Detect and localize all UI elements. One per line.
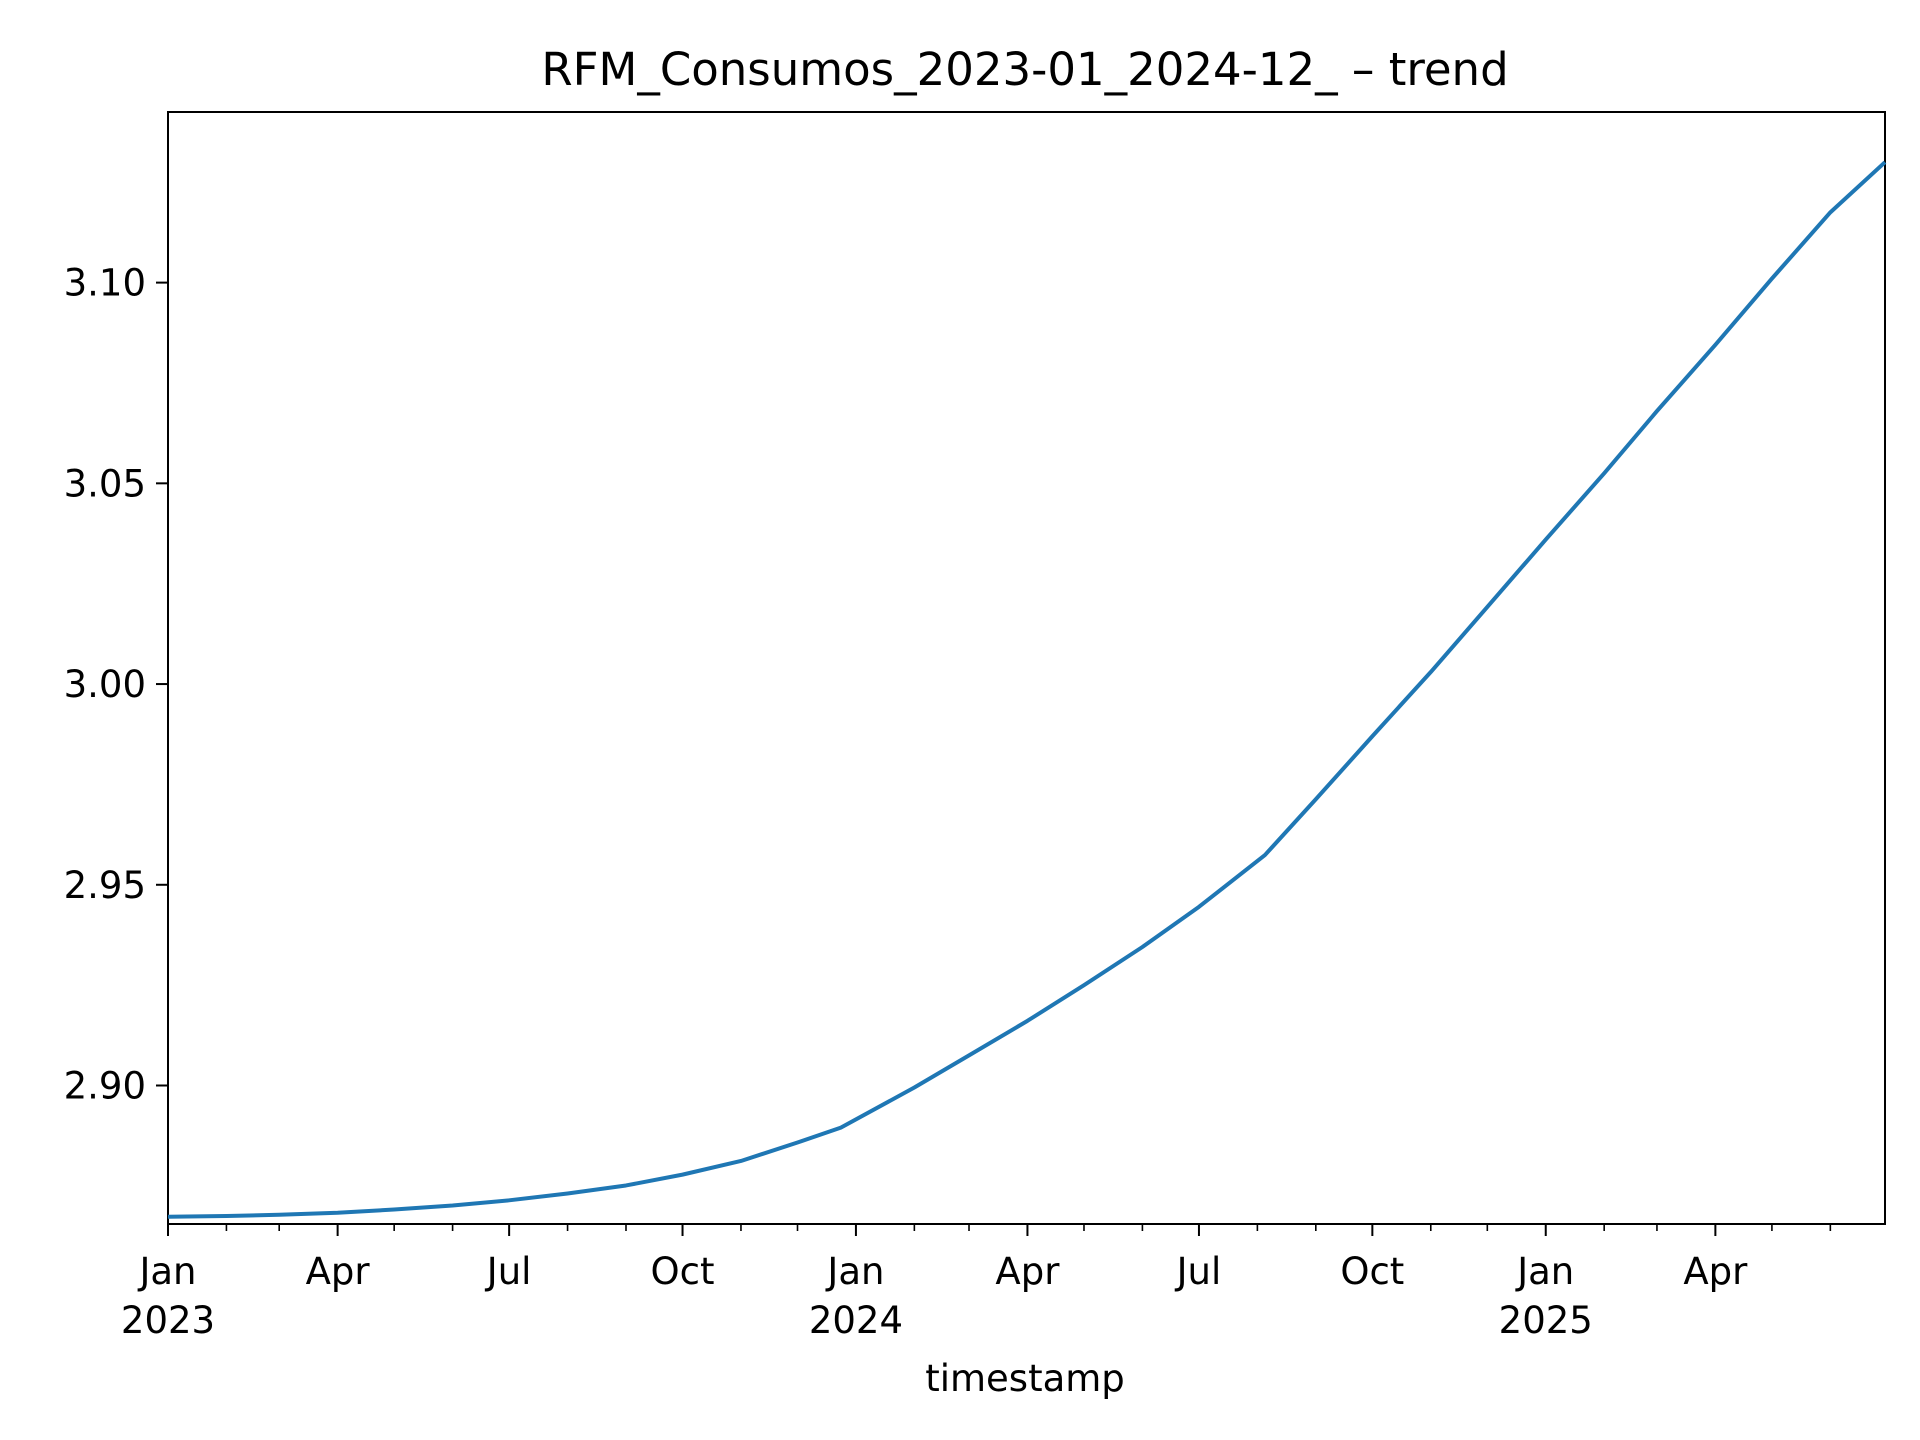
y-tick-label-0: 2.90: [64, 1065, 146, 1108]
x-axis: Jan 2023 Apr Jul Oct Jan 2024 Apr Jul Oct Jan 2025 A…: [121, 1224, 1832, 1342]
x-tick-label-6: Jul: [1175, 1250, 1222, 1293]
series-layer: [167, 160, 1887, 1219]
y-tick-label-2: 3.00: [64, 663, 146, 706]
x-tick-year-label-4: 2024: [809, 1299, 903, 1342]
x-tick-label-7: Oct: [1340, 1250, 1404, 1293]
x-tick-label-4: Jan: [825, 1250, 884, 1293]
series-line-0: [167, 160, 1887, 1219]
y-tick-label-4: 3.10: [64, 262, 146, 305]
x-tick-year-label-0: 2023: [121, 1299, 215, 1342]
chart-title: RFM_Consumos_2023-01_2024-12_ – trend: [541, 43, 1508, 96]
x-tick-label-9: Apr: [1683, 1250, 1748, 1293]
x-axis-label: timestamp: [925, 1357, 1125, 1400]
x-tick-label-8: Jan: [1515, 1250, 1574, 1293]
y-tick-label-3: 3.05: [64, 462, 146, 505]
x-tick-label-0: Jan: [137, 1250, 196, 1293]
x-tick-label-1: Apr: [306, 1250, 371, 1293]
y-axis: 2.90 2.95 3.00 3.05 3.10: [64, 262, 168, 1108]
x-tick-label-5: Apr: [995, 1250, 1060, 1293]
y-tick-label-1: 2.95: [64, 864, 146, 907]
x-tick-label-2: Jul: [485, 1250, 532, 1293]
x-tick-label-3: Oct: [651, 1250, 715, 1293]
x-tick-year-label-8: 2025: [1499, 1299, 1593, 1342]
plot-area: [167, 111, 1886, 1225]
